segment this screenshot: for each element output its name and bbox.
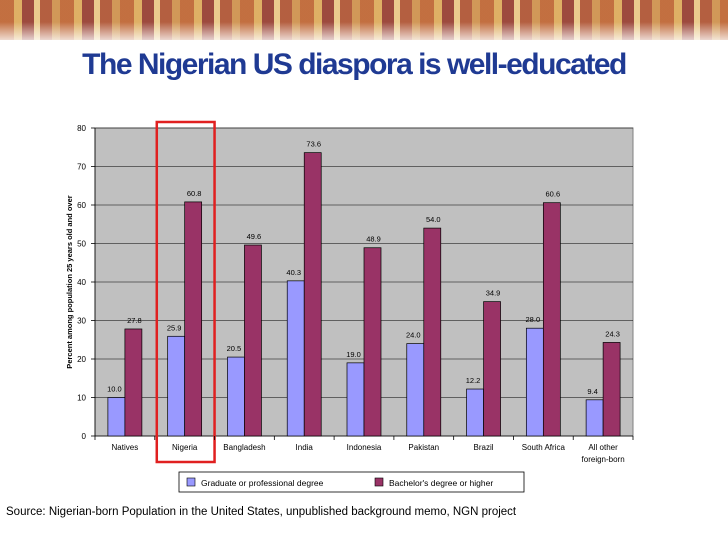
bar-bachelor bbox=[602, 342, 621, 437]
category-label: Bangladesh bbox=[223, 443, 265, 452]
y-axis-title: Percent among population 25 years old an… bbox=[65, 195, 74, 368]
data-label: 28.0 bbox=[526, 315, 541, 324]
data-label: 60.6 bbox=[546, 190, 561, 199]
data-label: 27.8 bbox=[127, 316, 142, 325]
y-tick-label: 20 bbox=[77, 355, 86, 364]
data-label: 73.6 bbox=[306, 140, 321, 149]
bar-bachelor bbox=[244, 244, 262, 437]
highlight-box-nigeria bbox=[155, 120, 216, 464]
bar-graduate bbox=[346, 362, 365, 437]
source-note: Source: Nigerian-born Population in the … bbox=[6, 506, 517, 518]
y-tick-label: 30 bbox=[77, 317, 86, 326]
data-label: 12.2 bbox=[466, 376, 481, 385]
bar-graduate bbox=[585, 399, 604, 437]
bar-graduate bbox=[525, 327, 544, 437]
bar-graduate bbox=[406, 343, 425, 437]
bar-bachelor bbox=[363, 247, 382, 437]
data-label: 24.3 bbox=[605, 329, 620, 338]
data-label: 34.9 bbox=[486, 289, 501, 298]
data-label: 25.9 bbox=[167, 323, 182, 332]
legend-swatch bbox=[374, 477, 384, 487]
y-tick-label: 70 bbox=[77, 163, 86, 172]
legend-swatch bbox=[186, 477, 196, 487]
category-label: South Africa bbox=[522, 443, 566, 452]
data-label: 24.0 bbox=[406, 331, 421, 340]
category-label: Natives bbox=[112, 443, 139, 452]
y-tick-label: 10 bbox=[77, 394, 86, 403]
slide-title: The Nigerian US diaspora is well-educate… bbox=[82, 48, 627, 81]
data-label: 9.4 bbox=[587, 387, 597, 396]
category-label: All other bbox=[588, 443, 618, 452]
banner-fade bbox=[0, 22, 728, 46]
category-label: Nigeria bbox=[172, 443, 198, 452]
bar-graduate bbox=[107, 397, 126, 437]
data-label: 10.0 bbox=[107, 385, 122, 394]
legend-label: Bachelor's degree or higher bbox=[389, 478, 493, 488]
legend-label: Graduate or professional degree bbox=[201, 478, 324, 488]
y-tick-label: 80 bbox=[77, 124, 86, 133]
data-label: 48.9 bbox=[366, 235, 381, 244]
bar-bachelor bbox=[184, 201, 203, 437]
data-label: 60.8 bbox=[187, 189, 202, 198]
y-tick-label: 40 bbox=[77, 278, 86, 287]
bar-bachelor bbox=[483, 301, 501, 437]
y-tick-label: 60 bbox=[77, 201, 86, 210]
data-label: 19.0 bbox=[346, 350, 361, 359]
bar-bachelor bbox=[124, 328, 143, 437]
y-tick-label: 0 bbox=[82, 432, 87, 441]
legend-box bbox=[178, 471, 525, 493]
bar-bachelor bbox=[542, 202, 561, 437]
y-tick-label: 50 bbox=[77, 240, 86, 249]
bar-chart: 0 10 20 30 40 50 60 70 80 Percent among populatio… bbox=[65, 120, 634, 493]
bar-graduate bbox=[167, 335, 186, 437]
bar-bachelor bbox=[303, 152, 322, 437]
category-label: foreign-born bbox=[582, 455, 625, 464]
bar-bachelor bbox=[423, 227, 442, 437]
data-label: 54.0 bbox=[426, 215, 441, 224]
category-label: India bbox=[296, 443, 314, 452]
bar-graduate bbox=[227, 356, 245, 437]
category-label: Indonesia bbox=[347, 443, 382, 452]
bar-graduate bbox=[286, 280, 305, 437]
bar-graduate bbox=[466, 388, 484, 437]
data-label: 20.5 bbox=[227, 344, 242, 353]
data-label: 49.6 bbox=[247, 232, 262, 241]
category-label: Brazil bbox=[474, 443, 494, 452]
category-label: Pakistan bbox=[408, 443, 439, 452]
data-label: 40.3 bbox=[286, 268, 301, 277]
